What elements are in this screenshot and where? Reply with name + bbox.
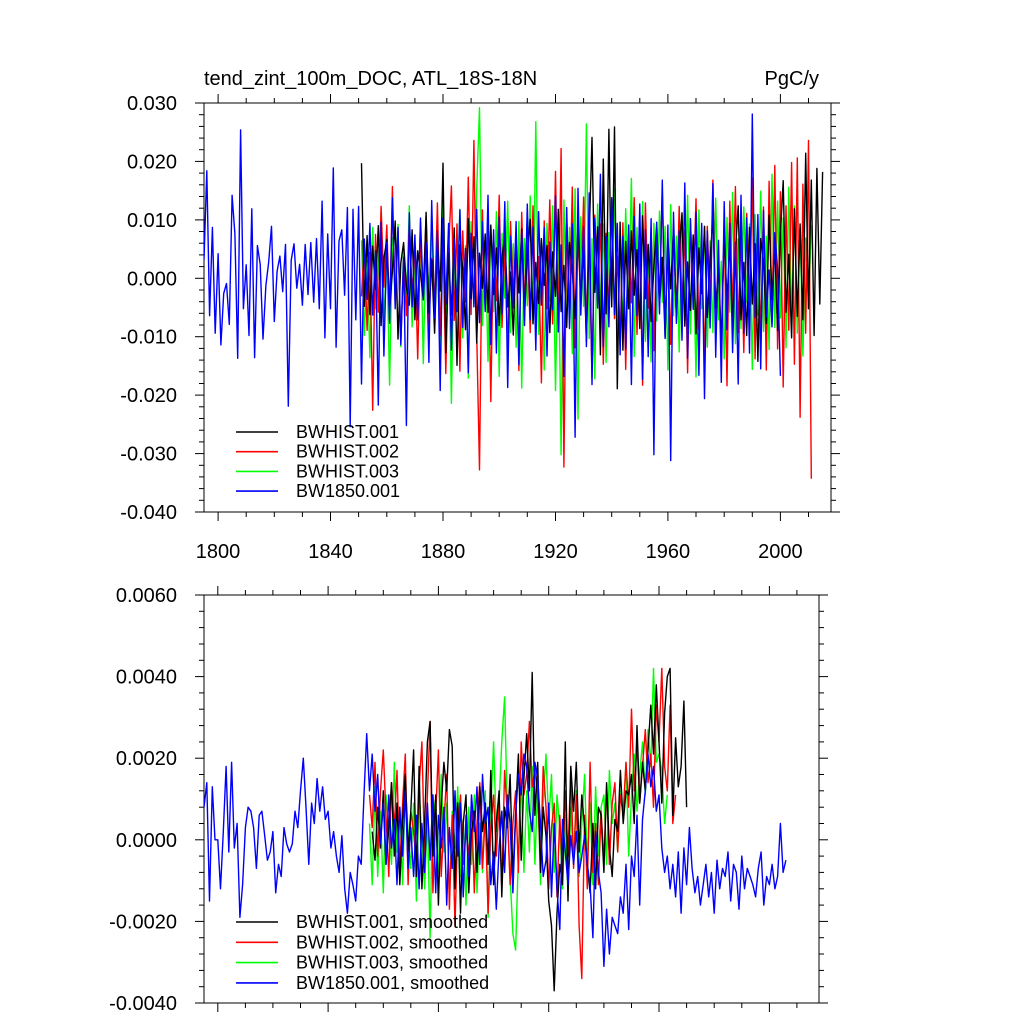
- legend-label: BWHIST.001: [296, 422, 399, 442]
- series-line-3: [360, 106, 812, 456]
- x-tick-label: 1920: [533, 541, 578, 563]
- data-lines: [204, 667, 787, 992]
- x-tick-label: 1960: [646, 541, 691, 563]
- chart-title: tend_zint_100m_DOC, ATL_18S-18N: [204, 68, 537, 90]
- legend-label: BW1850.001, smoothed: [296, 973, 489, 993]
- units-label: PgC/y: [765, 68, 819, 90]
- top-panel: -0.040 -0.030 -0.020 -0.010 0.000 0.010 0.020 0…: [120, 68, 840, 563]
- legend-label: BWHIST.002, smoothed: [296, 932, 488, 952]
- legend-label: BW1850.001: [296, 481, 400, 501]
- y-tick-label: -0.0020: [109, 911, 177, 933]
- series-line-4: [204, 113, 782, 462]
- x-tick-label: 1880: [421, 541, 466, 563]
- y-tick-label: -0.030: [120, 444, 177, 466]
- bottom-panel: -0.0040 -0.0020 0.0000 0.0020 0.0040 0.0060 BW…: [109, 585, 828, 1015]
- axis-ticks: [195, 586, 828, 1012]
- series-line-4: [204, 733, 787, 967]
- y-tick-label: 0.0000: [116, 830, 177, 852]
- y-tick-label: -0.020: [120, 385, 177, 407]
- x-tick-label: 2000: [758, 541, 803, 563]
- y-tick-label: 0.0040: [116, 667, 177, 689]
- legend-label: BWHIST.002: [296, 442, 399, 462]
- plot-frame: [203, 594, 820, 1004]
- y-tick-label: -0.040: [120, 502, 177, 524]
- legend-label: BWHIST.001, smoothed: [296, 912, 488, 932]
- y-tick-label: 0.0060: [116, 585, 177, 607]
- axis-ticks: [195, 94, 840, 521]
- y-tick-label: 0.010: [127, 210, 177, 232]
- y-tick-label: -0.010: [120, 327, 177, 349]
- data-lines: [204, 106, 824, 479]
- y-tick-label: -0.0040: [109, 993, 177, 1015]
- series-line-1: [371, 667, 688, 992]
- plot-frame: [203, 102, 832, 513]
- y-tick-label: 0.030: [127, 93, 177, 115]
- y-tick-label: 0.020: [127, 151, 177, 173]
- x-tick-label: 1840: [308, 541, 353, 563]
- legend-label: BWHIST.003, smoothed: [296, 953, 488, 973]
- y-tick-label: 0.0020: [116, 748, 177, 770]
- x-tick-label: 1800: [196, 541, 241, 563]
- y-tick-label: 0.000: [127, 268, 177, 290]
- legend-label: BWHIST.003: [296, 461, 399, 481]
